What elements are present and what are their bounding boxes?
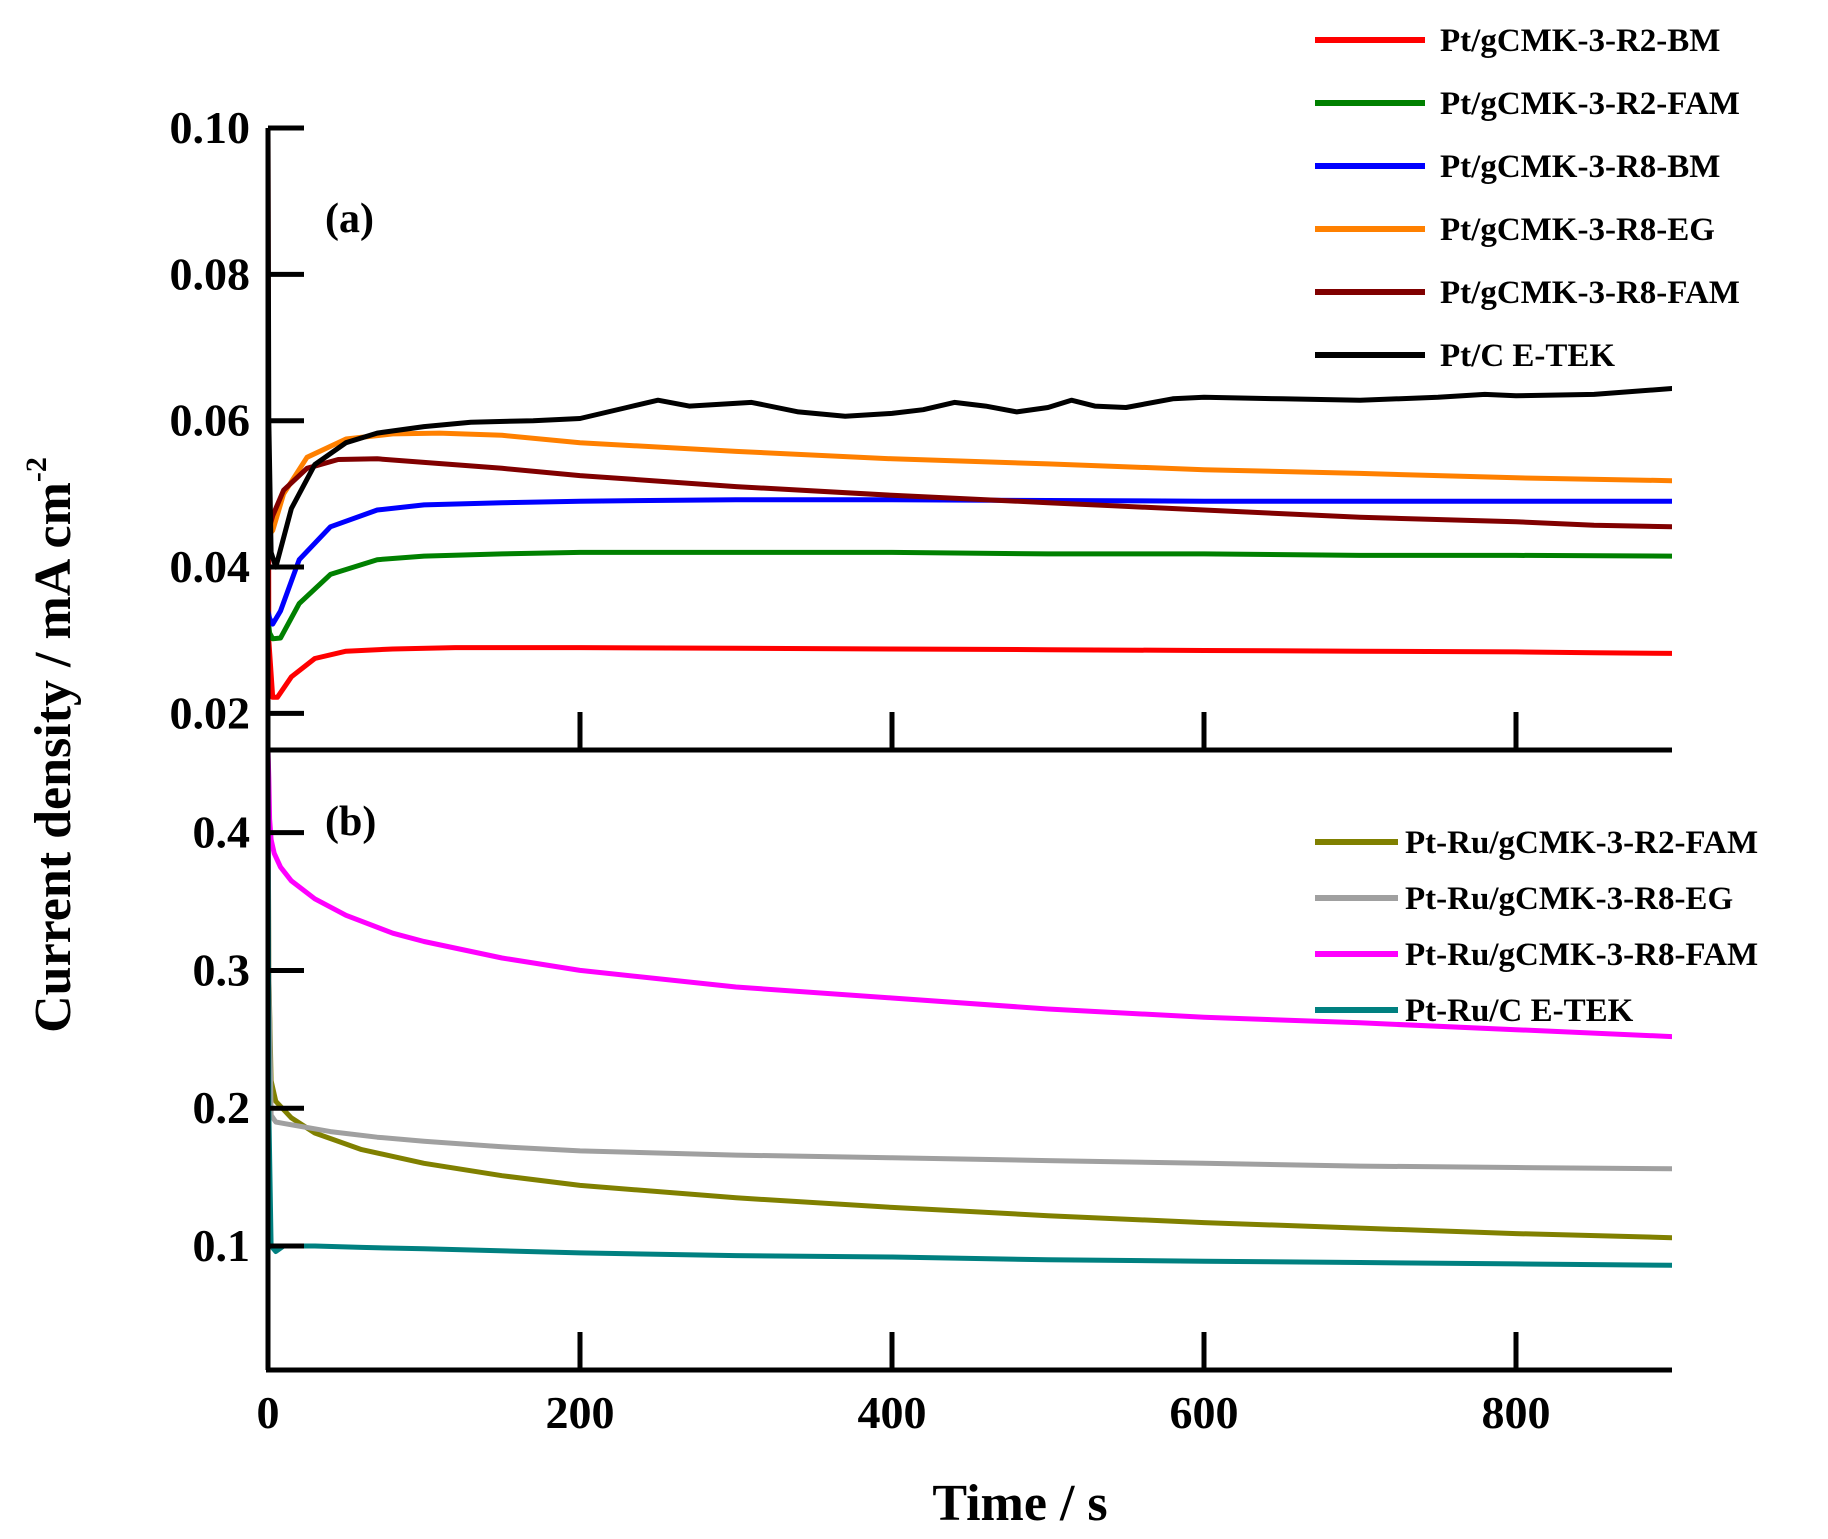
series-line-1-2: [268, 750, 1672, 1040]
axis-layer: 0.02 0.04 0.06 0.08 0.10 (a) 0.1 0.2 0.3 0.4 (b) 0 2…: [170, 102, 1672, 1438]
legend-label-0-4: Pt/gCMK-3-R8-FAM: [1440, 275, 1740, 311]
series-line-1-0: [268, 750, 1672, 1241]
series-line-0-4: [268, 456, 1672, 530]
legend-label-0-3: Pt/gCMK-3-R8-EG: [1440, 212, 1715, 248]
legend-label-1-1: Pt-Ru/gCMK-3-R8-EG: [1405, 881, 1733, 917]
y-axis-title: Current density / mA cm-2: [20, 457, 82, 1033]
series-line-1-3: [268, 750, 1672, 1268]
x-tick-label-2: 400: [858, 1387, 927, 1438]
series-line-0-5: [268, 128, 1672, 570]
series-line-0-1: [268, 549, 1672, 642]
series-line-1-1: [268, 750, 1672, 1172]
y-axis-title-superscript: -2: [20, 457, 53, 482]
x-axis-title: Time / s: [932, 1475, 1107, 1532]
series-line-0-2: [268, 497, 1672, 627]
panel-1-series-group: [268, 750, 1672, 1268]
panel-label-1: (b): [325, 799, 376, 845]
legend-label-1-0: Pt-Ru/gCMK-3-R2-FAM: [1405, 825, 1758, 861]
series-line-0-3: [268, 430, 1672, 537]
plot-layer: [268, 128, 1672, 1268]
panel-1-y-tick-label-1: 0.2: [193, 1082, 251, 1133]
panel-0-y-tick-label-2: 0.06: [170, 395, 251, 446]
legend-layer: Pt/gCMK-3-R2-BM Pt/gCMK-3-R2-FAM Pt/gCMK-3…: [1315, 23, 1758, 1029]
panel-0-y-tick-label-4: 0.10: [170, 102, 251, 153]
series-line-0-0: [268, 128, 1672, 700]
panel-1-y-tick-label-0: 0.1: [193, 1220, 251, 1271]
legend-label-0-2: Pt/gCMK-3-R8-BM: [1440, 149, 1720, 185]
panel-0-y-tick-label-3: 0.08: [170, 248, 251, 299]
panel-1-y-tick-label-3: 0.4: [193, 807, 251, 858]
x-tick-label-1: 200: [546, 1387, 615, 1438]
y-axis-title-main: Current density / mA cm: [25, 482, 82, 1033]
x-tick-label-4: 800: [1482, 1387, 1551, 1438]
panel-0-y-tick-label-1: 0.04: [170, 541, 251, 592]
legend-label-0-0: Pt/gCMK-3-R2-BM: [1440, 23, 1720, 59]
panel-1-y-tick-label-2: 0.3: [193, 944, 251, 995]
panel-0-y-tick-label-0: 0.02: [170, 687, 251, 738]
legend-label-1-2: Pt-Ru/gCMK-3-R8-FAM: [1405, 937, 1758, 973]
panel-label-0: (a): [325, 196, 374, 242]
legend-label-1-3: Pt-Ru/C E-TEK: [1405, 993, 1634, 1029]
legend-label-0-5: Pt/C E-TEK: [1440, 338, 1615, 374]
x-tick-label-0: 0: [257, 1387, 280, 1438]
legend-label-0-1: Pt/gCMK-3-R2-FAM: [1440, 86, 1740, 122]
x-tick-label-3: 600: [1170, 1387, 1239, 1438]
panel-0-series-group: [268, 128, 1672, 700]
